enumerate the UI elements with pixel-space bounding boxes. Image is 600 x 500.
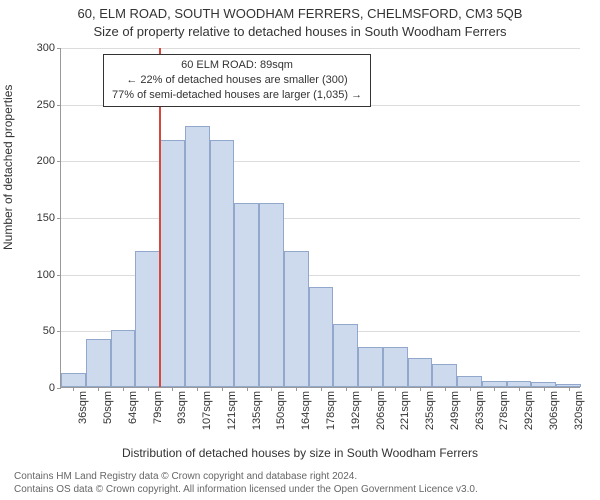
xtick-label: 93sqm — [176, 387, 188, 424]
ytick-label: 300 — [37, 42, 61, 54]
xtick-label: 235sqm — [424, 387, 436, 430]
histogram-bar — [86, 339, 111, 387]
xtick-label: 50sqm — [102, 387, 114, 424]
xtick-label: 150sqm — [275, 387, 287, 430]
xtick-label: 121sqm — [226, 387, 238, 430]
histogram-bar — [358, 347, 383, 387]
xtick-mark — [395, 387, 396, 391]
info-box-line3: 77% of semi-detached houses are larger (… — [112, 88, 362, 103]
histogram-bar — [333, 324, 358, 387]
histogram-bar — [383, 347, 408, 387]
xtick-mark — [172, 387, 173, 391]
ytick-label: 50 — [43, 325, 61, 337]
histogram-bar — [210, 140, 235, 387]
ytick-label: 200 — [37, 155, 61, 167]
page-title: 60, ELM ROAD, SOUTH WOODHAM FERRERS, CHE… — [0, 6, 600, 21]
xtick-mark — [73, 387, 74, 391]
xtick-label: 36sqm — [77, 387, 89, 424]
xtick-label: 64sqm — [127, 387, 139, 424]
histogram-bar — [432, 364, 457, 387]
ytick-label: 150 — [37, 212, 61, 224]
xtick-mark — [470, 387, 471, 391]
xtick-label: 107sqm — [201, 387, 213, 430]
footer-attribution: Contains HM Land Registry data © Crown c… — [0, 471, 600, 496]
xtick-mark — [445, 387, 446, 391]
xtick-mark — [321, 387, 322, 391]
x-axis-label: Distribution of detached houses by size … — [0, 446, 600, 460]
xtick-label: 278sqm — [498, 387, 510, 430]
xtick-label: 221sqm — [399, 387, 411, 430]
xtick-mark — [494, 387, 495, 391]
histogram-bar — [309, 287, 334, 387]
xtick-mark — [148, 387, 149, 391]
xtick-mark — [271, 387, 272, 391]
xtick-label: 249sqm — [449, 387, 461, 430]
histogram-bar — [61, 373, 86, 387]
xtick-mark — [420, 387, 421, 391]
xtick-label: 192sqm — [350, 387, 362, 430]
xtick-mark — [569, 387, 570, 391]
xtick-mark — [98, 387, 99, 391]
xtick-mark — [222, 387, 223, 391]
xtick-mark — [123, 387, 124, 391]
info-box-line2: ← 22% of detached houses are smaller (30… — [112, 73, 362, 88]
histogram-bar — [185, 126, 210, 387]
footer-line2: Contains OS data © Crown copyright. All … — [14, 484, 586, 497]
histogram-bar — [111, 330, 136, 387]
xtick-mark — [247, 387, 248, 391]
footer-line1: Contains HM Land Registry data © Crown c… — [14, 471, 586, 484]
xtick-label: 263sqm — [474, 387, 486, 430]
xtick-mark — [346, 387, 347, 391]
property-info-box: 60 ELM ROAD: 89sqm ← 22% of detached hou… — [103, 54, 371, 107]
ytick-label: 100 — [37, 269, 61, 281]
xtick-label: 292sqm — [523, 387, 535, 430]
histogram-bar — [408, 358, 433, 387]
histogram-chart: 60 ELM ROAD: 89sqm ← 22% of detached hou… — [60, 48, 580, 388]
xtick-label: 79sqm — [152, 387, 164, 424]
xtick-label: 164sqm — [300, 387, 312, 430]
xtick-label: 135sqm — [251, 387, 263, 430]
histogram-bar — [234, 203, 259, 387]
histogram-bar — [135, 251, 160, 387]
xtick-label: 206sqm — [375, 387, 387, 430]
histogram-bar — [160, 140, 185, 387]
y-axis-label: Number of detached properties — [1, 85, 15, 250]
histogram-bar — [259, 203, 284, 387]
xtick-label: 320sqm — [573, 387, 585, 430]
page-subtitle: Size of property relative to detached ho… — [0, 24, 600, 39]
histogram-bar — [457, 376, 482, 387]
ytick-label: 0 — [49, 382, 61, 394]
xtick-mark — [519, 387, 520, 391]
ytick-label: 250 — [37, 99, 61, 111]
info-box-title: 60 ELM ROAD: 89sqm — [112, 58, 362, 73]
xtick-mark — [296, 387, 297, 391]
xtick-label: 178sqm — [325, 387, 337, 430]
histogram-bar — [284, 251, 309, 387]
xtick-label: 306sqm — [548, 387, 560, 430]
plot-area: 60 ELM ROAD: 89sqm ← 22% of detached hou… — [60, 48, 580, 388]
xtick-mark — [544, 387, 545, 391]
xtick-mark — [371, 387, 372, 391]
xtick-mark — [197, 387, 198, 391]
